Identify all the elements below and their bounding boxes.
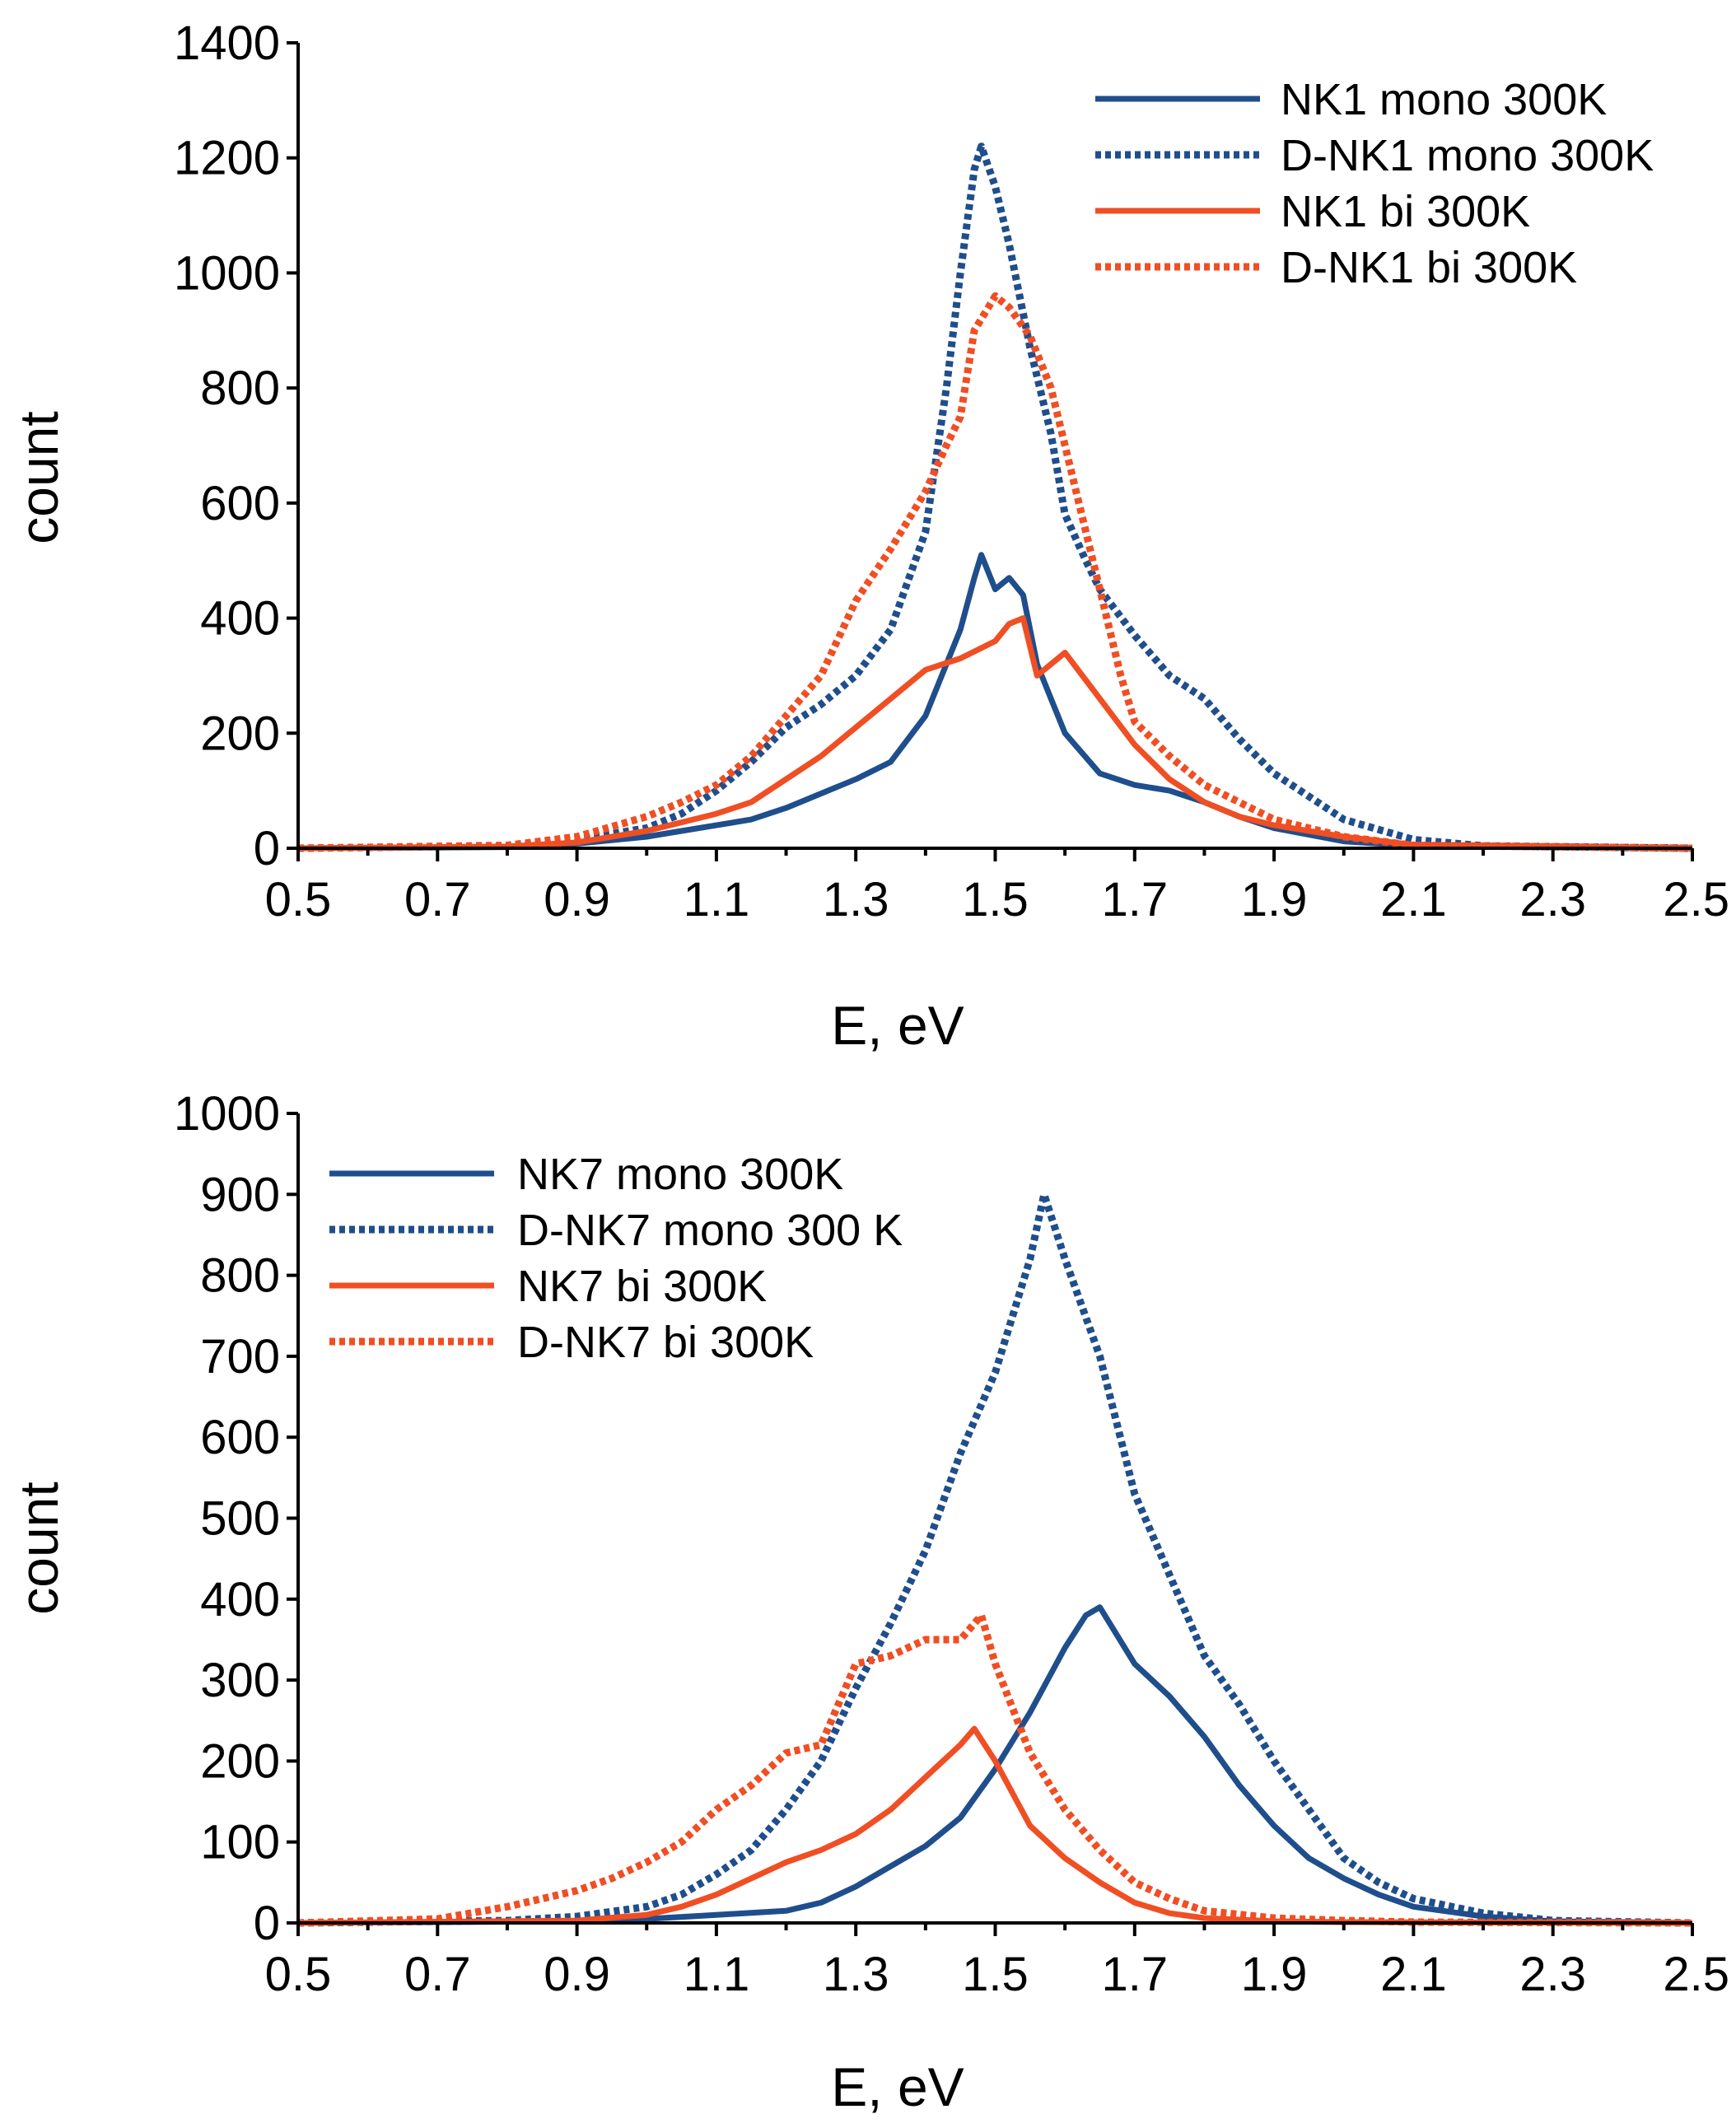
x-tick-label: 1.5 [962,1948,1029,2001]
y-tick-label: 800 [200,1249,280,1303]
y-tick-label: 200 [200,1734,280,1788]
x-tick-label: 0.7 [404,1948,471,2001]
series-line-2 [297,615,1693,852]
x-tick-labels: 0.5 0.7 0.9 1.1 1.3 1.5 1.7 1.9 2.1 2.3 2.5 [265,873,1729,926]
y-tick-label: 900 [200,1168,280,1221]
x-tick-label: 1.3 [823,873,889,926]
x-axis-title: E, eV [831,995,964,1056]
legend: NK1 mono 300K D-NK1 mono 300K NK1 bi 300K D… [1095,75,1654,292]
y-tick-label: 700 [200,1330,280,1384]
legend-label-1: D-NK7 mono 300 K [517,1206,903,1255]
series-line-3 [297,1612,1693,1927]
y-tick-label: 1400 [174,16,280,70]
series-group [297,1190,1693,1927]
x-tick-label: 1.7 [1101,873,1168,926]
y-axis-title: count [8,411,69,544]
x-tick-label: 1.3 [823,1948,889,2001]
y-tick-label: 600 [200,477,280,530]
series-line-1 [297,1190,1693,1927]
x-tick-label: 0.9 [544,1948,610,2001]
x-tick-label: 1.5 [962,873,1029,926]
y-tick-label: 1200 [174,132,280,185]
y-axis-title: count [8,1482,69,1614]
axes [287,1112,1694,1936]
legend-label-0: NK7 mono 300K [517,1150,843,1199]
y-tick-label: 500 [200,1492,280,1546]
y-tick-label: 600 [200,1411,280,1464]
x-tick-label: 2.5 [1663,1948,1729,2001]
y-tick-label: 100 [200,1816,280,1869]
legend-label-2: NK1 bi 300K [1281,187,1530,236]
x-tick-label: 1.7 [1101,1948,1168,2001]
x-tick-label: 1.1 [684,1948,750,2001]
x-tick-label: 0.5 [265,873,332,926]
axes [287,41,1694,861]
legend-label-1: D-NK1 mono 300K [1281,131,1654,180]
x-tick-label: 0.9 [544,873,610,926]
x-tick-label: 2.3 [1519,1948,1586,2001]
x-tick-label: 2.1 [1380,1948,1447,2001]
chart-top: 0.5 0.7 0.9 1.1 1.3 1.5 1.7 1.9 2.1 2.3 2.5 0 200 40… [8,16,1729,1056]
y-tick-labels: 0 200 400 600 800 1000 1200 1400 [174,16,280,875]
x-tick-labels: 0.5 0.7 0.9 1.1 1.3 1.5 1.7 1.9 2.1 2.3 2.5 [265,1948,1729,2001]
series-group [297,142,1693,852]
legend-label-3: D-NK7 bi 300K [517,1318,814,1367]
x-tick-label: 1.9 [1241,1948,1308,2001]
x-tick-label: 0.7 [404,873,471,926]
y-tick-label: 400 [200,1573,280,1626]
x-axis-title: E, eV [831,2056,964,2117]
y-tick-label: 300 [200,1654,280,1707]
series-line-2 [297,1725,1693,1926]
chart-bottom: 0.5 0.7 0.9 1.1 1.3 1.5 1.7 1.9 2.1 2.3 2.5 0 100 20… [8,1087,1729,2117]
legend-label-3: D-NK1 bi 300K [1281,243,1577,292]
legend-label-2: NK7 bi 300K [517,1262,767,1311]
y-tick-label: 1000 [174,246,280,300]
x-tick-label: 1.9 [1241,873,1308,926]
legend: NK7 mono 300K D-NK7 mono 300 K NK7 bi 300K… [329,1150,903,1367]
y-tick-labels: 0 100 200 300 400 500 600 700 800 900 1000 [174,1087,280,1950]
x-tick-label: 2.5 [1663,873,1729,926]
x-tick-label: 0.5 [265,1948,332,2001]
series-line-0 [297,1604,1693,1926]
y-tick-label: 400 [200,592,280,646]
series-line-1 [297,142,1693,852]
y-tick-label: 0 [254,1897,280,1950]
x-tick-label: 2.1 [1380,873,1447,926]
series-line-3 [297,292,1693,852]
y-tick-label: 0 [254,822,280,875]
y-tick-label: 800 [200,362,280,415]
x-tick-label: 2.3 [1519,873,1586,926]
x-tick-label: 1.1 [684,873,750,926]
series-line-0 [297,552,1693,852]
legend-label-0: NK1 mono 300K [1281,75,1607,124]
y-tick-label: 1000 [174,1087,280,1141]
y-tick-label: 200 [200,707,280,760]
